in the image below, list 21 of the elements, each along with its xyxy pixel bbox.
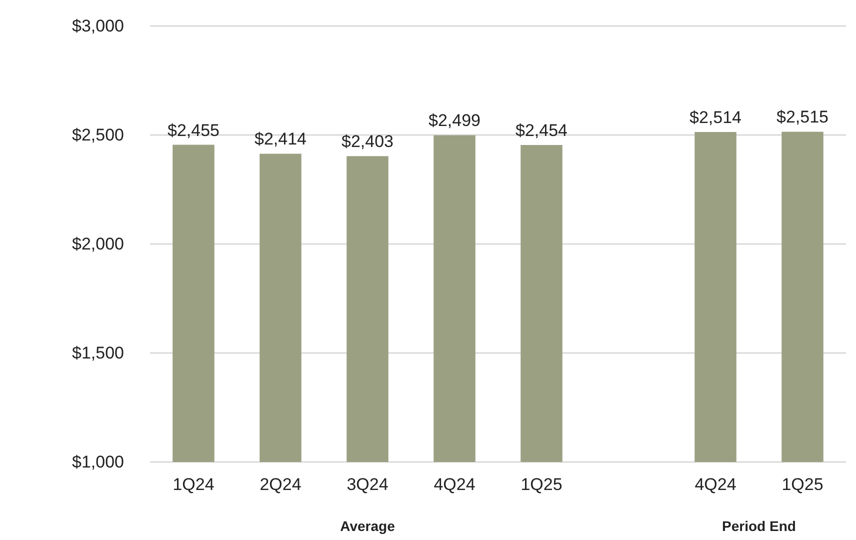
text: Average — [340, 518, 396, 534]
y-tick-label: $1,500 — [72, 344, 124, 362]
x-tick-label: 1Q24 — [172, 475, 214, 494]
data-label: $2,455 — [168, 120, 220, 140]
y-tick-label: $3,000 — [72, 16, 124, 36]
y-tick-label: $1,000 — [72, 452, 124, 472]
data-label: $2,454 — [516, 121, 568, 140]
data-label: $2,515 — [776, 108, 828, 127]
x-tick-label: 4Q24 — [694, 475, 736, 494]
x-tick-label: 3Q24 — [346, 475, 388, 494]
x-tick-label: 1Q25 — [520, 475, 562, 494]
y-tick-label: $2,000 — [72, 234, 124, 254]
x-tick-label: 4Q24 — [434, 475, 476, 494]
data-label: $2,514 — [690, 108, 742, 127]
data-label: $2,403 — [342, 132, 394, 152]
data-label: $2,414 — [254, 130, 306, 149]
data-label: $2,499 — [428, 111, 480, 130]
x-tick-label: 2Q24 — [260, 475, 302, 494]
y-tick-label: $2,500 — [72, 126, 124, 144]
text: Period End — [722, 518, 796, 534]
x-tick-label: 1Q25 — [782, 475, 824, 494]
